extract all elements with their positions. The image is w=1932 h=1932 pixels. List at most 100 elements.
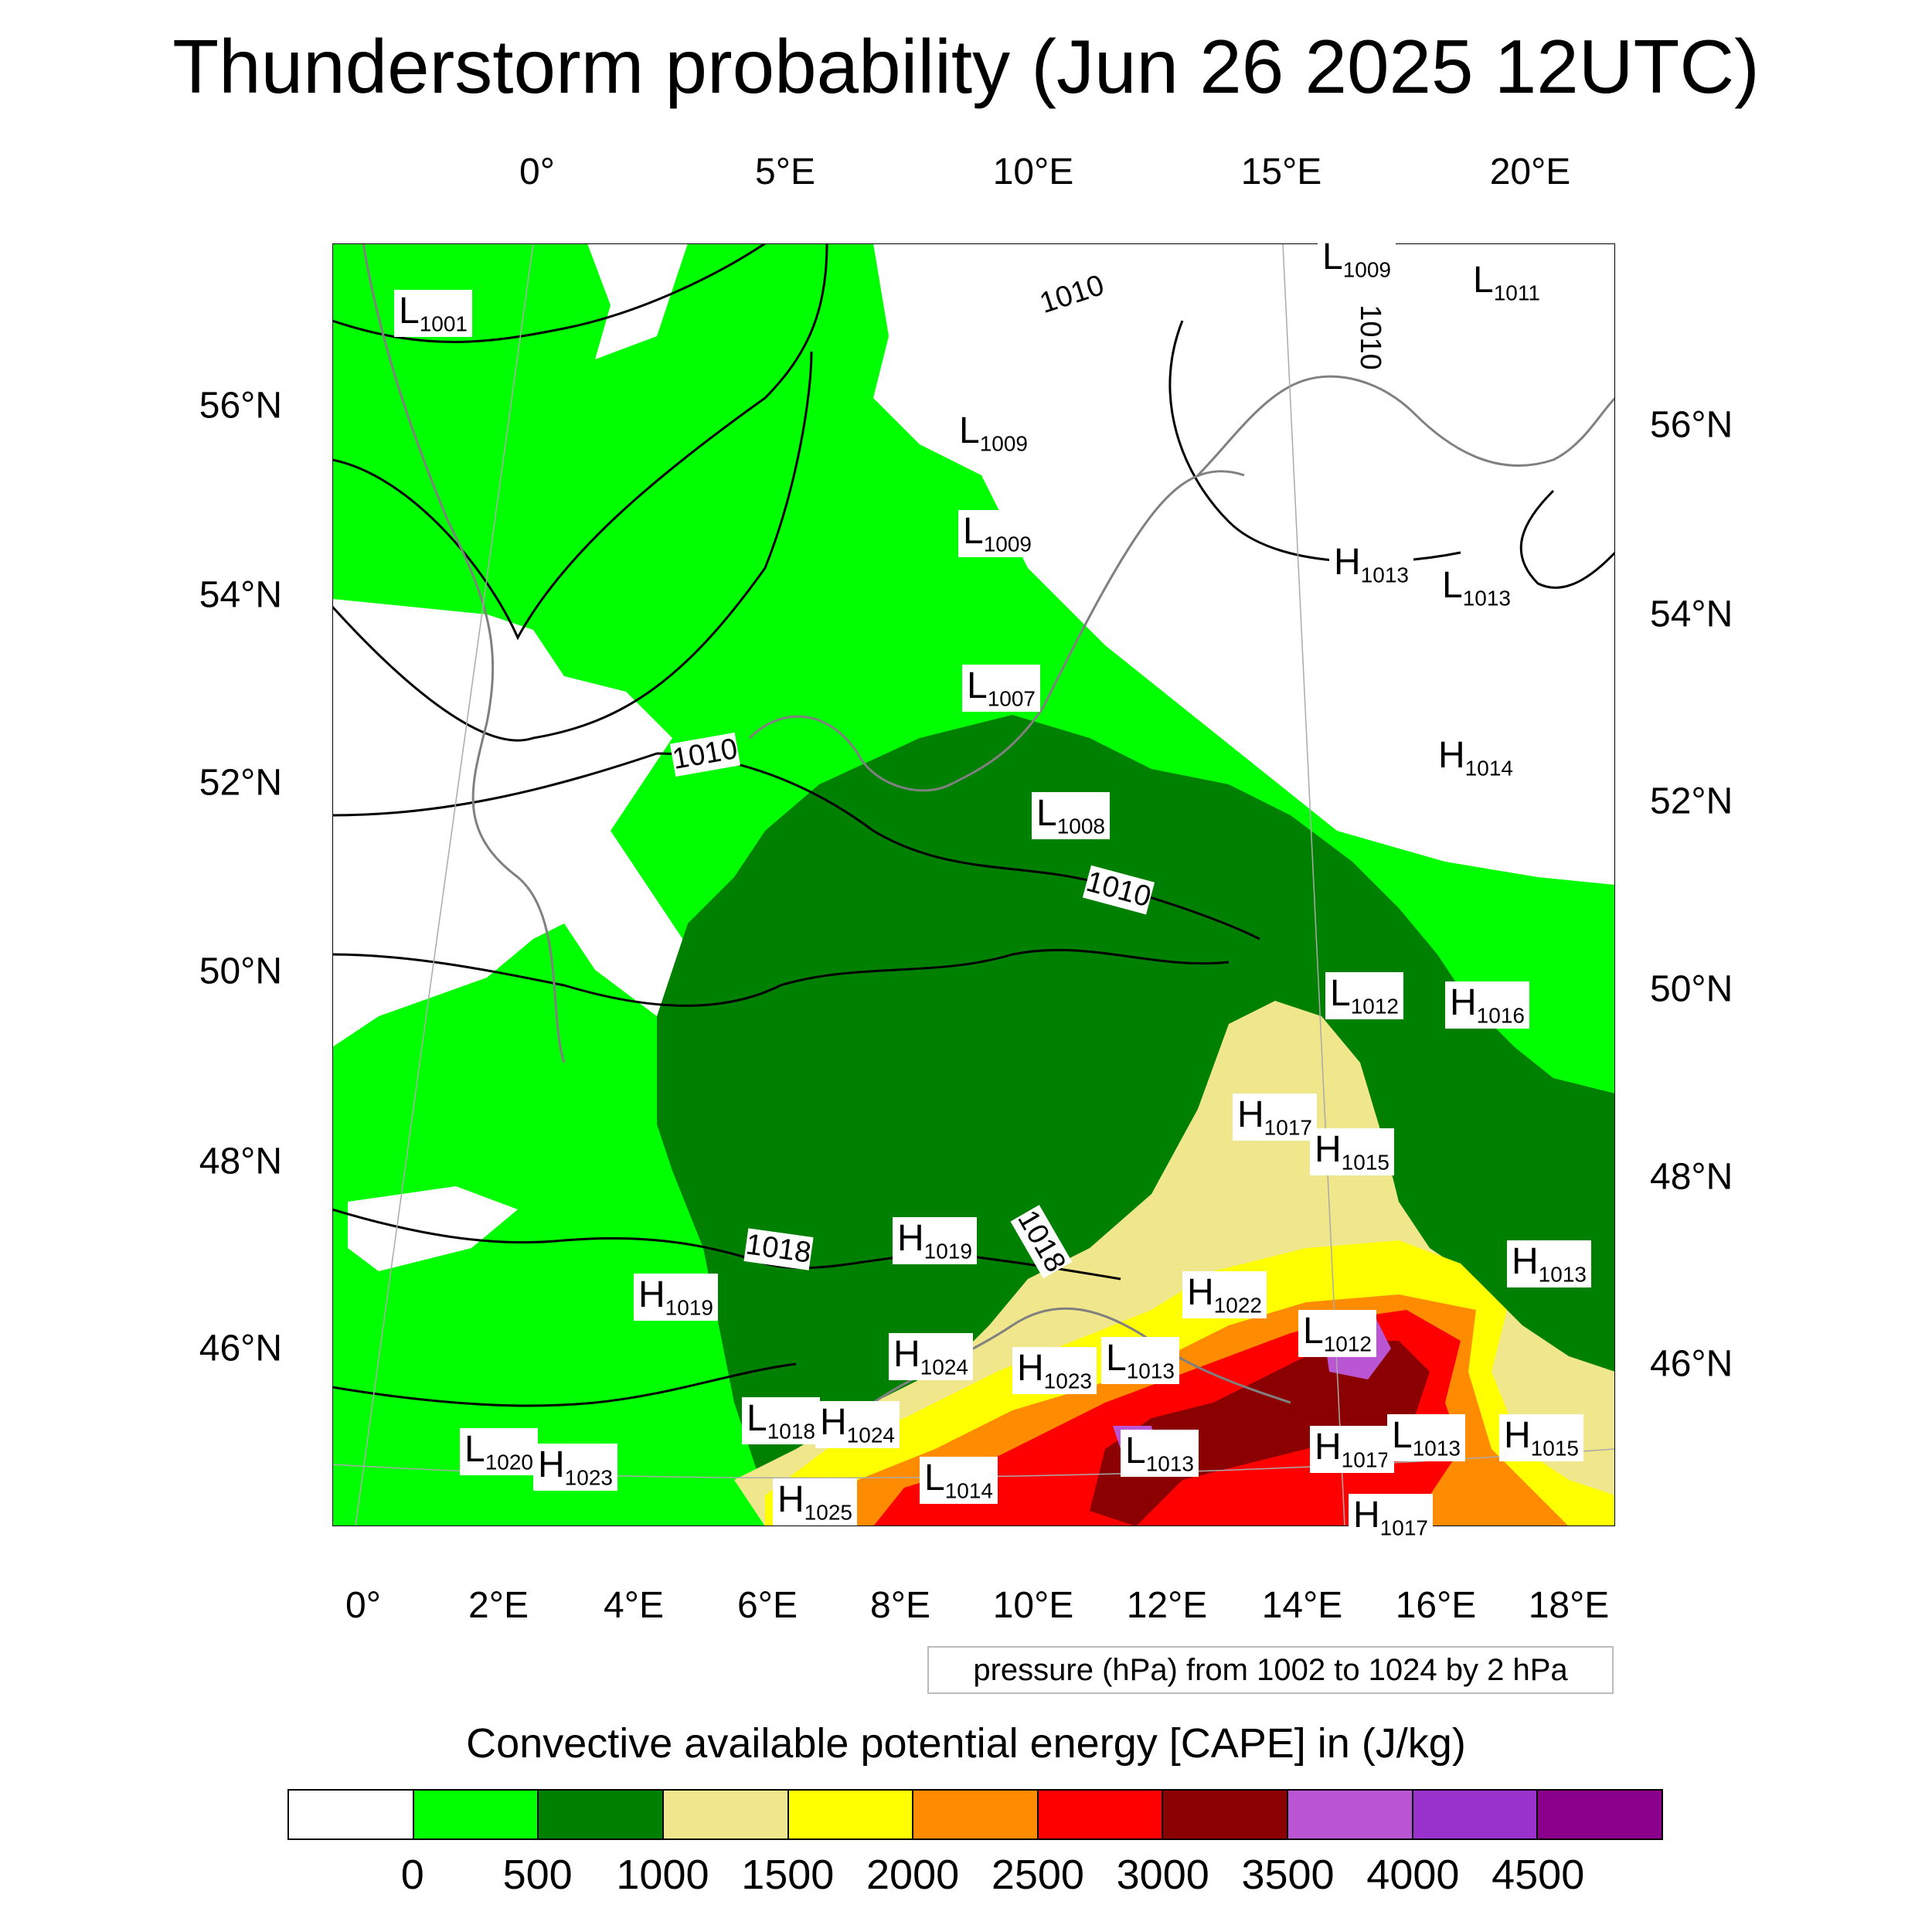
pressure-center-label: L1008 — [1032, 792, 1110, 839]
colorbar — [287, 1789, 1663, 1840]
lon-label-top: 5°E — [755, 151, 815, 192]
lon-label-bottom: 6°E — [737, 1585, 798, 1626]
pressure-center-label: L1007 — [962, 665, 1040, 712]
colorbar-tick-label: 4000 — [1366, 1852, 1460, 1898]
lon-label-top: 0° — [519, 151, 555, 192]
pressure-center-label: L1012 — [1298, 1310, 1376, 1357]
pressure-center-label: L1009 — [1318, 236, 1396, 283]
colorbar-tick-label: 0 — [400, 1852, 424, 1898]
lat-label-right: 48°N — [1650, 1156, 1733, 1198]
pressure-center-label: H1015 — [1499, 1414, 1583, 1461]
colorbar-swatch — [289, 1791, 414, 1838]
colorbar-tick-label: 2000 — [866, 1852, 960, 1898]
pressure-center-label: H1017 — [1310, 1426, 1394, 1473]
chart-title: Thunderstorm probability (Jun 26 2025 12… — [172, 24, 1760, 109]
pressure-center-label: L1013 — [1101, 1337, 1179, 1384]
lon-label-top: 15°E — [1240, 151, 1322, 192]
pressure-center-label: L1018 — [742, 1397, 820, 1444]
colorbar-swatch — [1413, 1791, 1539, 1838]
lat-label-right: 56°N — [1650, 404, 1733, 446]
contour-info-box: pressure (hPa) from 1002 to 1024 by 2 hP… — [927, 1646, 1614, 1694]
lat-label-left: 48°N — [199, 1141, 282, 1182]
colorbar-swatch — [413, 1791, 539, 1838]
pressure-center-label: H1016 — [1445, 981, 1529, 1029]
lon-label-bottom: 2°E — [468, 1585, 529, 1626]
lat-label-right: 54°N — [1650, 594, 1733, 635]
colorbar-tick-label: 1500 — [741, 1852, 835, 1898]
pressure-center-label: H1019 — [893, 1217, 977, 1264]
pressure-center-label: H1024 — [815, 1401, 900, 1448]
isobar-line — [332, 243, 828, 641]
lon-label-bottom: 12°E — [1126, 1585, 1208, 1626]
lon-label-bottom: 0° — [345, 1585, 381, 1626]
pressure-center-label: L1012 — [1325, 972, 1403, 1019]
lon-label-bottom: 16°E — [1395, 1585, 1477, 1626]
isobar-line — [332, 243, 766, 343]
colorbar-swatch — [663, 1791, 789, 1838]
isobars — [332, 243, 1615, 1407]
pressure-center-label: L1020 — [460, 1428, 538, 1475]
pressure-center-label: L1009 — [954, 410, 1032, 457]
colorbar-swatch — [788, 1791, 914, 1838]
coastline — [1196, 375, 1615, 477]
isobar-label: 1010 — [1352, 304, 1386, 370]
pressure-center-label: H1024 — [889, 1333, 973, 1380]
isobar-line — [332, 948, 1230, 1007]
pressure-center-label: L1013 — [1387, 1414, 1465, 1461]
lon-label-bottom: 18°E — [1528, 1585, 1610, 1626]
pressure-center-label: L1013 — [1437, 564, 1515, 611]
colorbar-tick-label: 1000 — [616, 1852, 709, 1898]
lon-label-bottom: 14°E — [1261, 1585, 1343, 1626]
colorbar-swatch — [1163, 1791, 1289, 1838]
lat-label-left: 56°N — [199, 385, 282, 427]
lat-label-left: 54°N — [199, 574, 282, 616]
lon-label-bottom: 10°E — [992, 1585, 1074, 1626]
lat-label-left: 52°N — [199, 762, 282, 804]
pressure-center-label: H1013 — [1507, 1240, 1591, 1287]
colorbar-swatch — [913, 1791, 1039, 1838]
colorbar-title: Convective available potential energy [C… — [466, 1720, 1466, 1767]
pressure-center-label: H1023 — [533, 1444, 617, 1491]
colorbar-tick-label: 4500 — [1492, 1852, 1585, 1898]
isobar-line — [332, 351, 813, 742]
cape-white-patch — [1012, 437, 1167, 568]
cape-3000-3500-region — [1090, 1341, 1430, 1526]
lon-label-top: 20°E — [1489, 151, 1571, 192]
cape-white-patch — [332, 723, 611, 831]
lat-label-left: 46°N — [199, 1328, 282, 1369]
colorbar-swatch — [1538, 1791, 1662, 1838]
pressure-center-label: H1014 — [1434, 734, 1518, 781]
colorbar-tick-label: 3000 — [1116, 1852, 1209, 1898]
pressure-center-label: H1015 — [1310, 1128, 1394, 1175]
colorbar-tick-label: 2500 — [991, 1852, 1084, 1898]
pressure-center-label: L1009 — [958, 510, 1036, 557]
pressure-center-label: L1001 — [394, 290, 472, 337]
coastline — [362, 243, 566, 1063]
colorbar-swatch — [1038, 1791, 1164, 1838]
colorbar-swatch — [539, 1791, 664, 1838]
isobar-line — [1519, 489, 1615, 589]
pressure-center-label: H1025 — [773, 1478, 857, 1526]
pressure-center-label: H1019 — [634, 1274, 718, 1321]
lon-label-top: 10°E — [992, 151, 1074, 192]
coastline — [748, 470, 1245, 792]
cape-white-patch — [348, 1186, 518, 1271]
pressure-center-label: L1011 — [1468, 259, 1545, 306]
colorbar-swatch — [1288, 1791, 1413, 1838]
meridian-0 — [355, 243, 534, 1526]
pressure-center-label: H1023 — [1012, 1347, 1097, 1394]
lat-label-left: 50°N — [199, 951, 282, 992]
pressure-center-label: L1013 — [1121, 1430, 1199, 1477]
lon-label-bottom: 8°E — [870, 1585, 930, 1626]
pressure-center-label: H1022 — [1182, 1271, 1267, 1318]
pressure-center-label: L1014 — [920, 1457, 998, 1504]
isobar-line — [332, 1362, 797, 1407]
colorbar-tick-label: 3500 — [1241, 1852, 1335, 1898]
lon-label-bottom: 4°E — [604, 1585, 664, 1626]
colorbar-tick-label: 500 — [502, 1852, 573, 1898]
lat-label-right: 52°N — [1650, 781, 1733, 822]
lat-label-right: 50°N — [1650, 968, 1733, 1010]
lat-label-right: 46°N — [1650, 1343, 1733, 1385]
pressure-center-label: H1017 — [1233, 1094, 1317, 1141]
pressure-center-label: H1017 — [1349, 1494, 1433, 1541]
